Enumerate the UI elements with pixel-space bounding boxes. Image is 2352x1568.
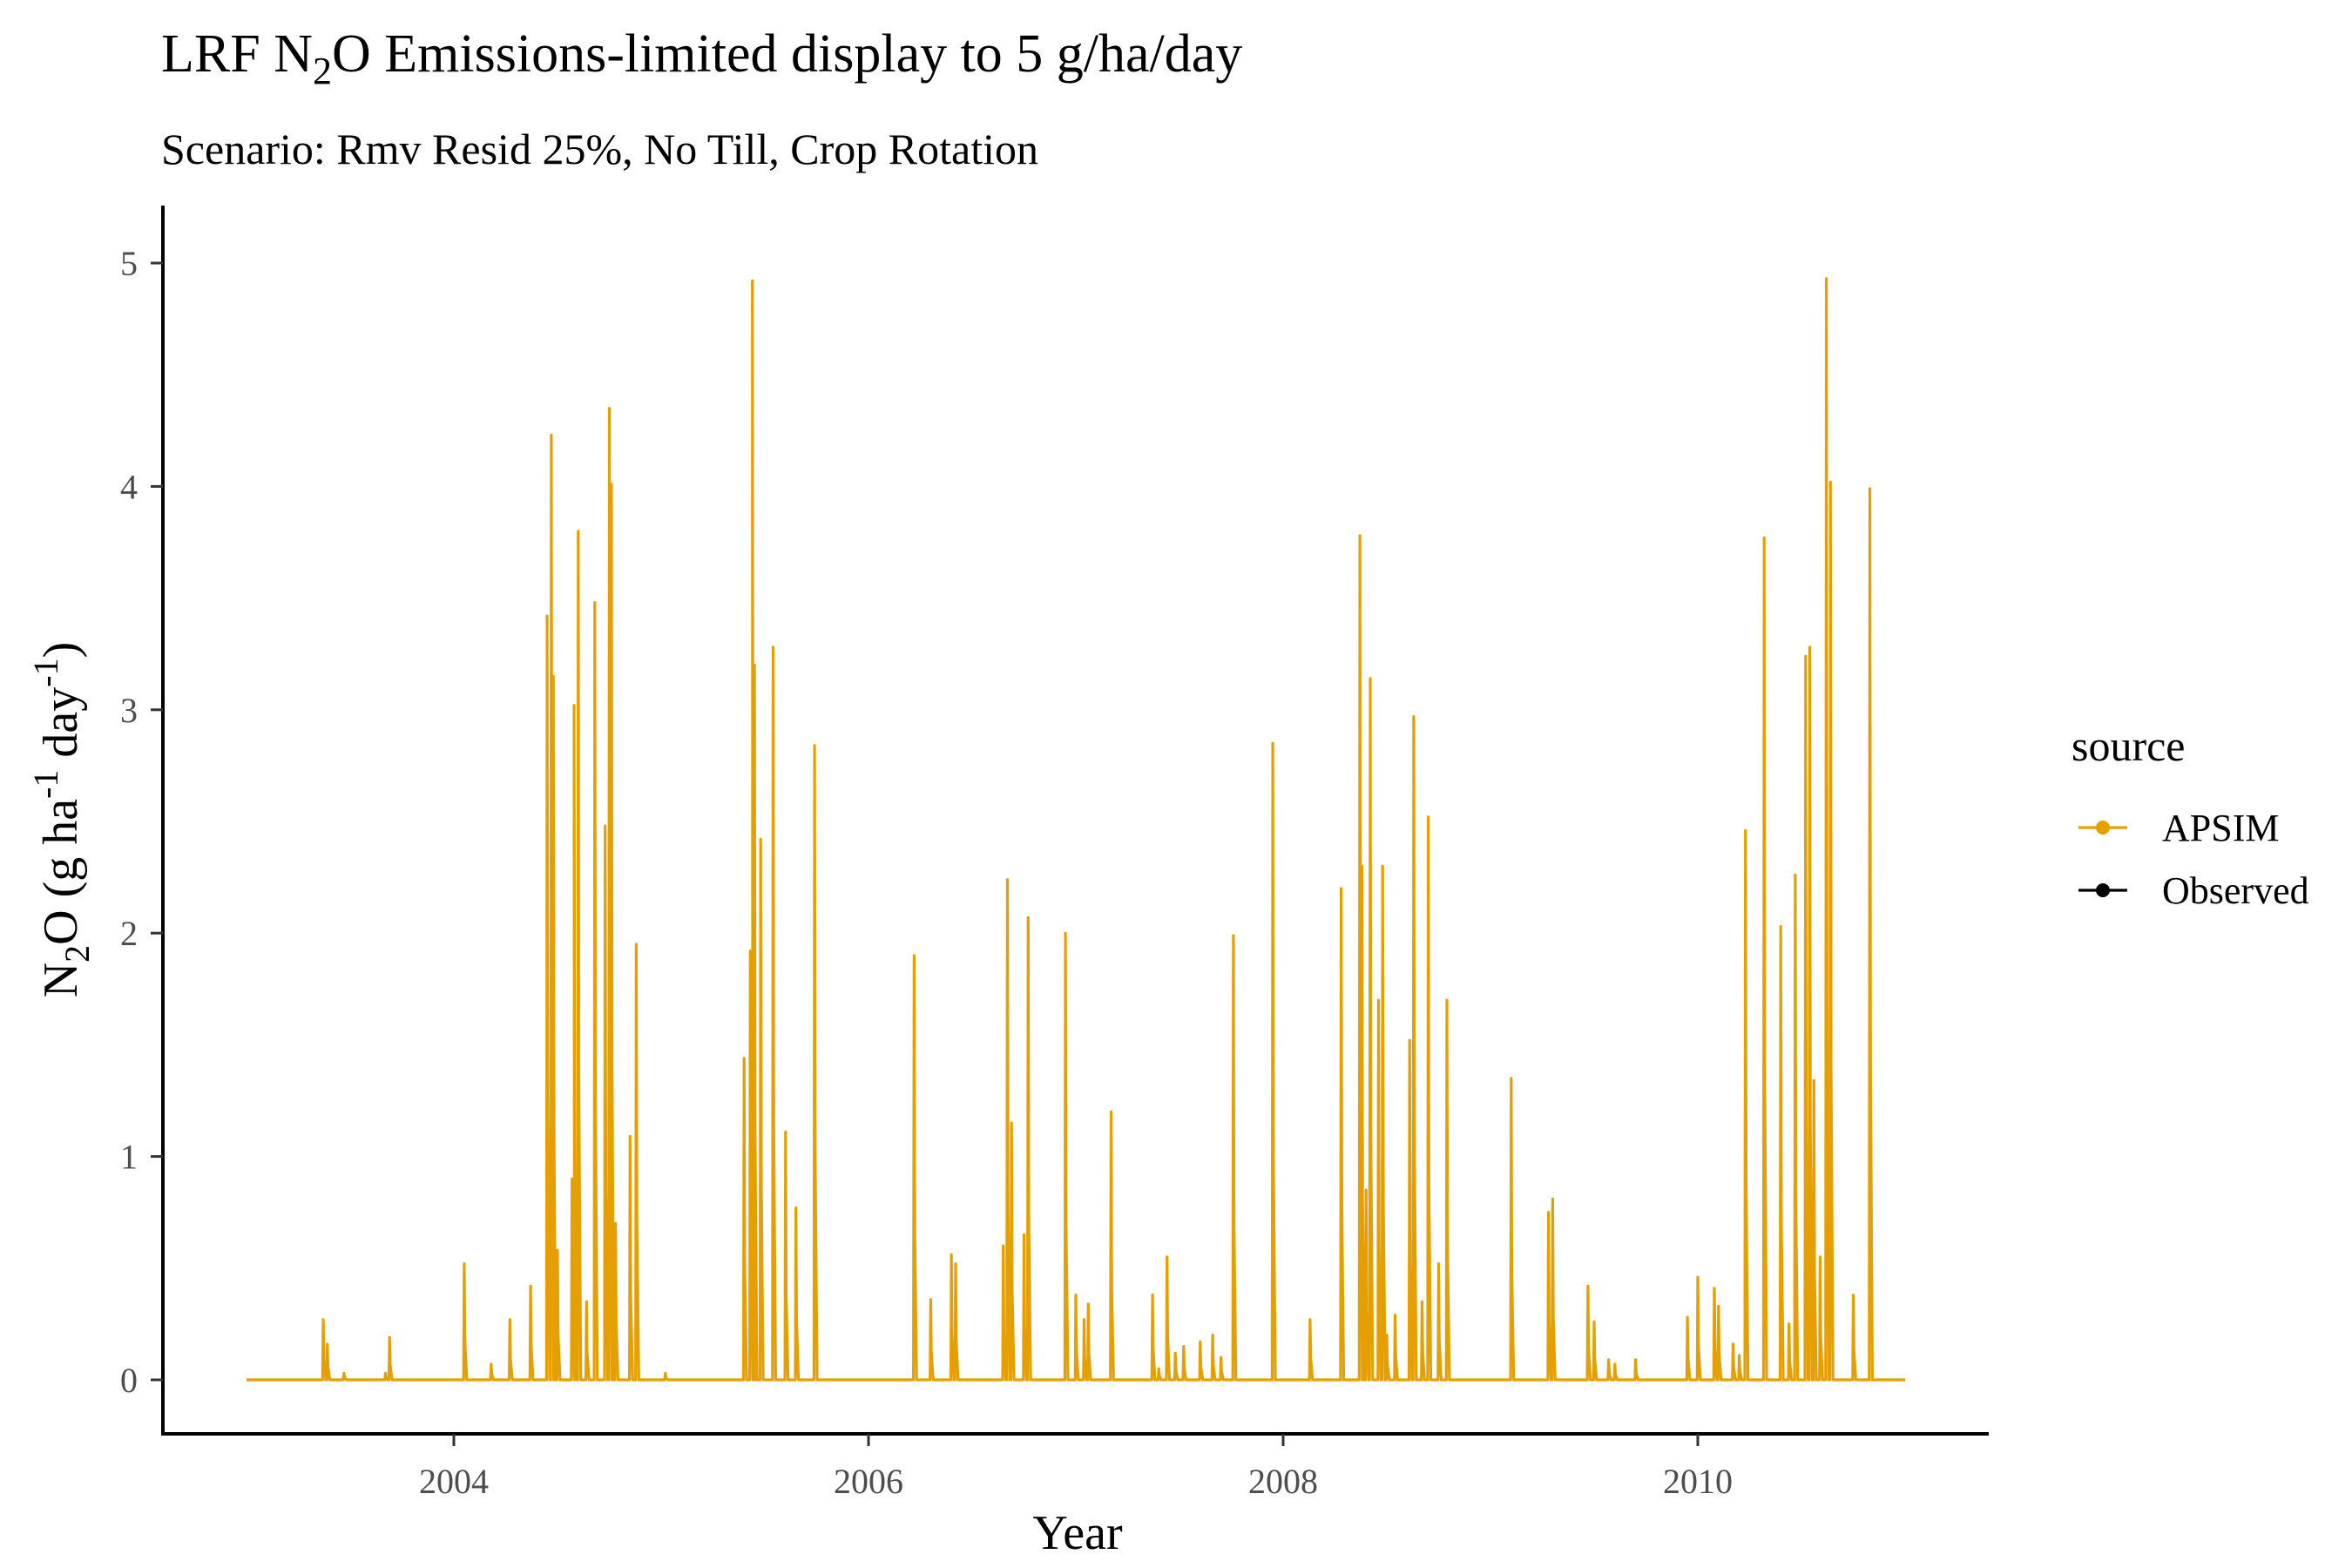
y-tick-label: 0 (120, 1361, 138, 1400)
legend-label: Observed (2162, 869, 2309, 912)
y-axis-ticks: 0 1 2 3 4 5 (120, 244, 163, 1400)
chart-title: LRF N2O Emissions-limited display to 5 g… (161, 24, 1242, 92)
legend-label: APSIM (2162, 807, 2280, 849)
y-tick-label: 3 (120, 691, 138, 730)
y-axis-title: N2O (g ha-1 day-1) (26, 642, 97, 998)
chart-subtitle: Scenario: Rmv Resid 25%, No Till, Crop R… (161, 125, 1038, 173)
x-axis-ticks: 2004 2006 2008 2010 (419, 1434, 1733, 1501)
x-tick-label: 2008 (1248, 1462, 1318, 1501)
legend-entries: APSIM Observed (2078, 807, 2309, 912)
plot-area (247, 277, 1905, 1382)
y-tick-label: 1 (120, 1138, 138, 1177)
x-tick-label: 2006 (834, 1462, 903, 1501)
legend-key-point (2096, 883, 2110, 897)
x-axis-title: Year (1032, 1506, 1123, 1560)
x-tick-label: 2004 (419, 1462, 489, 1501)
y-tick-label: 4 (120, 467, 138, 506)
legend-key-point (2096, 821, 2110, 835)
legend-entry: Observed (2078, 869, 2309, 912)
y-tick-label: 5 (120, 244, 138, 283)
legend-title: source (2072, 721, 2186, 770)
x-tick-label: 2010 (1663, 1462, 1733, 1501)
y-tick-label: 2 (120, 914, 138, 953)
legend: source APSIM Observed (2072, 721, 2309, 912)
legend-entry: APSIM (2078, 807, 2280, 849)
series-line-apsim (247, 277, 1905, 1382)
